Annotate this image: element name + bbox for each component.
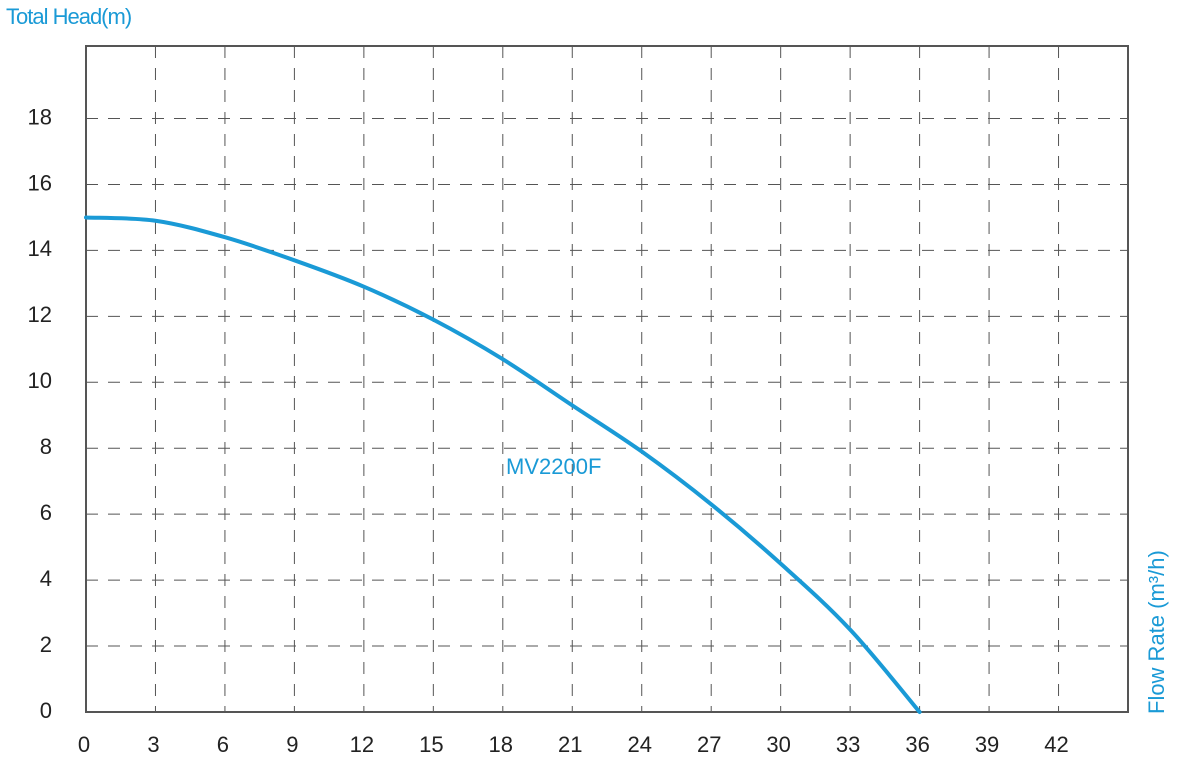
x-tick-label: 15 (419, 732, 443, 757)
y-tick-label: 0 (40, 698, 52, 723)
y-tick-label: 14 (28, 236, 52, 261)
x-tick-label: 21 (558, 732, 582, 757)
x-tick-label: 39 (975, 732, 999, 757)
x-tick-label: 12 (350, 732, 374, 757)
x-tick-label: 6 (217, 732, 229, 757)
y-tick-label: 18 (28, 104, 52, 129)
series-label: MV2200F (506, 454, 601, 479)
x-tick-label: 27 (697, 732, 721, 757)
y-tick-label: 6 (40, 500, 52, 525)
x-axis-title: Flow Rate (m³/h) (1144, 550, 1169, 714)
x-tick-label: 42 (1044, 732, 1068, 757)
x-tick-label: 9 (286, 732, 298, 757)
y-tick-label: 8 (40, 434, 52, 459)
x-tick-label: 18 (489, 732, 513, 757)
series-line (84, 215, 922, 714)
x-tick-label: 36 (905, 732, 929, 757)
x-tick-label: 0 (78, 732, 90, 757)
y-tick-label: 10 (28, 368, 52, 393)
y-tick-label: 16 (28, 170, 52, 195)
y-tick-label: 4 (40, 566, 52, 591)
plot-frame (85, 45, 1129, 713)
x-tick-label: 30 (766, 732, 790, 757)
x-tick-label: 3 (147, 732, 159, 757)
y-axis-title: Total Head(m) (6, 4, 131, 29)
x-tick-label: 24 (627, 732, 651, 757)
x-tick-label: 33 (836, 732, 860, 757)
y-tick-label: 12 (28, 302, 52, 327)
y-tick-label: 2 (40, 632, 52, 657)
